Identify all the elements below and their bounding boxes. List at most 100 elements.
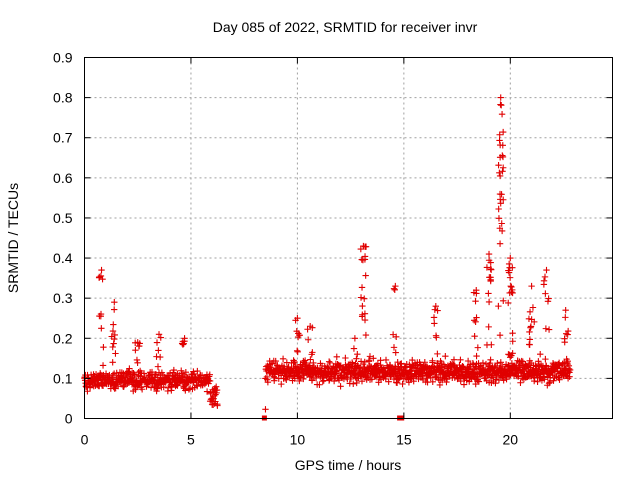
data-point bbox=[434, 364, 442, 371]
data-point bbox=[495, 205, 502, 213]
data-point bbox=[562, 330, 570, 337]
data-point bbox=[350, 345, 358, 352]
data-point bbox=[562, 314, 569, 321]
data-point bbox=[333, 367, 340, 375]
x-tick-label: 15 bbox=[396, 432, 412, 448]
data-point bbox=[509, 329, 516, 337]
data-point bbox=[434, 307, 441, 314]
x-tick-label: 0 bbox=[81, 432, 89, 448]
data-point bbox=[487, 277, 494, 285]
data-point bbox=[485, 290, 492, 297]
y-tick-label: 0.5 bbox=[53, 210, 73, 226]
data-point bbox=[473, 286, 480, 294]
data-point bbox=[111, 298, 118, 306]
data-point bbox=[361, 316, 369, 324]
data-point bbox=[537, 350, 544, 358]
data-point bbox=[309, 349, 316, 356]
data-point bbox=[430, 314, 438, 321]
data-point bbox=[517, 379, 524, 386]
data-point bbox=[528, 373, 535, 380]
data-point bbox=[487, 259, 494, 266]
data-point bbox=[264, 378, 272, 386]
data-point bbox=[505, 260, 513, 268]
data-point bbox=[310, 359, 317, 367]
data-point bbox=[526, 341, 533, 348]
data-point bbox=[343, 371, 350, 379]
data-point bbox=[100, 343, 107, 351]
data-point bbox=[498, 362, 506, 370]
data-point bbox=[485, 298, 493, 306]
data-point bbox=[457, 377, 464, 385]
data-point bbox=[357, 294, 365, 301]
data-point bbox=[110, 306, 118, 313]
data-point bbox=[471, 364, 479, 372]
data-point bbox=[545, 295, 552, 302]
data-point bbox=[262, 406, 269, 413]
data-point bbox=[563, 355, 570, 363]
data-point bbox=[542, 290, 549, 297]
data-point bbox=[131, 371, 138, 378]
data-point bbox=[509, 350, 516, 357]
data-point bbox=[98, 325, 105, 332]
data-point bbox=[359, 302, 366, 310]
data-point bbox=[182, 369, 190, 376]
data-point bbox=[194, 382, 201, 390]
data-point bbox=[377, 357, 384, 364]
data-point bbox=[526, 336, 534, 343]
data-point bbox=[316, 381, 323, 388]
data-point bbox=[392, 282, 399, 290]
data-point bbox=[482, 374, 489, 382]
data-point bbox=[479, 359, 487, 367]
data-point bbox=[382, 356, 390, 364]
data-point bbox=[498, 101, 505, 109]
data-point bbox=[98, 266, 105, 274]
data-point bbox=[509, 338, 516, 345]
data-point bbox=[566, 366, 574, 374]
data-point bbox=[347, 375, 355, 383]
data-point bbox=[130, 369, 137, 377]
y-tick-label: 0.2 bbox=[53, 330, 73, 346]
data-point bbox=[509, 369, 516, 377]
data-point bbox=[352, 360, 359, 367]
data-point bbox=[110, 340, 117, 347]
data-point bbox=[296, 331, 303, 339]
data-point bbox=[496, 137, 503, 144]
data-point bbox=[531, 318, 538, 326]
data-point bbox=[506, 274, 514, 281]
data-point bbox=[271, 371, 279, 378]
data-point bbox=[160, 383, 167, 391]
data-point bbox=[492, 380, 499, 387]
data-point bbox=[499, 128, 507, 136]
data-point bbox=[507, 254, 514, 262]
data-point bbox=[278, 380, 285, 388]
data-point bbox=[134, 339, 141, 346]
data-point bbox=[325, 358, 333, 365]
data-point bbox=[559, 360, 567, 367]
data-point bbox=[460, 381, 468, 388]
data-point bbox=[494, 359, 501, 367]
data-point bbox=[471, 332, 478, 340]
data-point bbox=[506, 289, 513, 297]
data-point bbox=[392, 370, 399, 378]
data-point bbox=[99, 362, 107, 369]
data-point bbox=[525, 315, 533, 322]
x-tick-label: 20 bbox=[503, 432, 519, 448]
data-point bbox=[99, 275, 106, 283]
data-point bbox=[153, 339, 161, 346]
data-point bbox=[475, 378, 483, 385]
data-point bbox=[97, 272, 105, 280]
data-point bbox=[566, 373, 573, 380]
data-point bbox=[544, 298, 552, 305]
data-point bbox=[212, 383, 220, 390]
data-point bbox=[109, 327, 117, 335]
data-point bbox=[152, 371, 160, 378]
data-point bbox=[362, 272, 369, 279]
data-point bbox=[431, 320, 438, 327]
data-point bbox=[443, 378, 450, 386]
data-point bbox=[542, 355, 549, 363]
data-point bbox=[432, 302, 439, 310]
data-point bbox=[206, 371, 213, 378]
data-point bbox=[304, 336, 312, 343]
data-point bbox=[560, 367, 568, 374]
data-point bbox=[365, 357, 373, 364]
